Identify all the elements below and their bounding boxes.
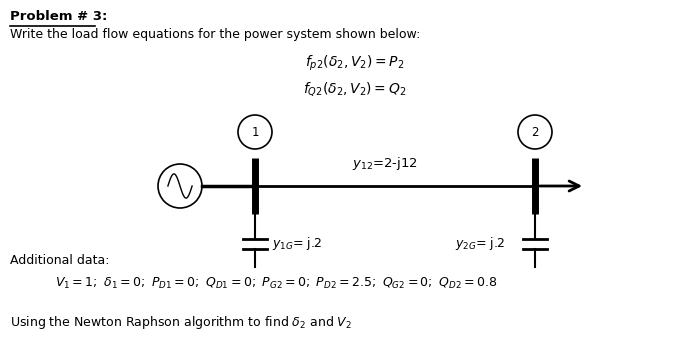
Text: Problem # 3:: Problem # 3:: [10, 10, 107, 23]
Text: Additional data:: Additional data:: [10, 254, 109, 267]
Text: Write the load flow equations for the power system shown below:: Write the load flow equations for the po…: [10, 28, 421, 41]
Text: $y_{2G}$= j.2: $y_{2G}$= j.2: [455, 236, 505, 252]
Text: 1: 1: [251, 126, 259, 139]
Text: $y_{12}$=2-j12: $y_{12}$=2-j12: [352, 155, 418, 172]
Text: $f_{p2}(\delta_2, V_2) = P_2$: $f_{p2}(\delta_2, V_2) = P_2$: [305, 54, 405, 73]
Text: $y_{1G}$= j.2: $y_{1G}$= j.2: [272, 236, 322, 252]
Text: 2: 2: [531, 126, 539, 139]
Text: $V_1 = 1;\ \delta_1 = 0;\ P_{D1} = 0;\ Q_{D1} = 0;\ P_{G2} = 0;\ P_{D2} = 2.5;\ : $V_1 = 1;\ \delta_1 = 0;\ P_{D1} = 0;\ Q…: [55, 276, 497, 291]
Text: Using the Newton Raphson algorithm to find $\delta_2$ and $V_2$: Using the Newton Raphson algorithm to fi…: [10, 314, 352, 331]
Text: $f_{Q2}(\delta_2, V_2) = Q_2$: $f_{Q2}(\delta_2, V_2) = Q_2$: [303, 80, 407, 98]
